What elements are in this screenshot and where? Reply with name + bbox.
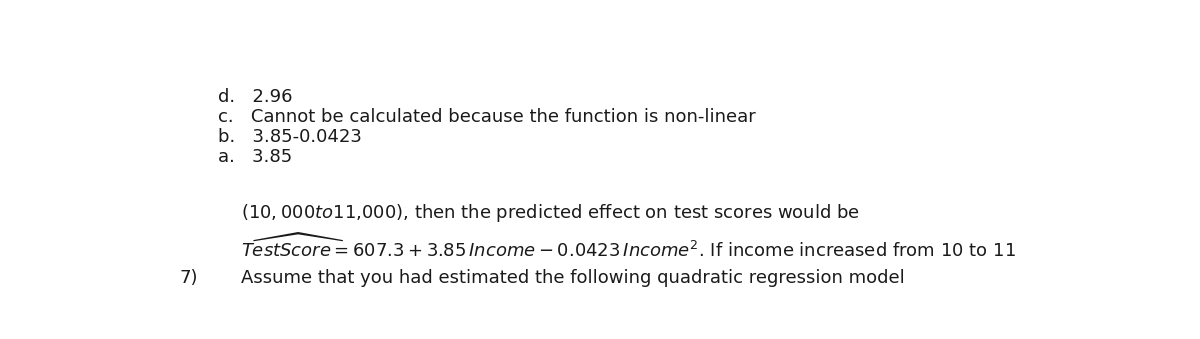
Text: 7): 7) bbox=[180, 270, 198, 287]
Text: Assume that you had estimated the following quadratic regression model: Assume that you had estimated the follow… bbox=[241, 270, 905, 287]
Text: d.   2.96: d. 2.96 bbox=[218, 88, 293, 106]
Text: $\widehat{TestScore} = 607.3 + 3.85\,Income - 0.0423\,Income^{2}$. If income inc: $\widehat{TestScore} = 607.3 + 3.85\,Inc… bbox=[241, 233, 1016, 261]
Text: ($10,000 to $11,000), then the predicted effect on test scores would be: ($10,000 to $11,000), then the predicted… bbox=[241, 202, 860, 224]
Text: b.   3.85-0.0423: b. 3.85-0.0423 bbox=[218, 128, 362, 146]
Text: a.   3.85: a. 3.85 bbox=[218, 148, 293, 166]
Text: c.   Cannot be calculated because the function is non-linear: c. Cannot be calculated because the func… bbox=[218, 108, 756, 126]
